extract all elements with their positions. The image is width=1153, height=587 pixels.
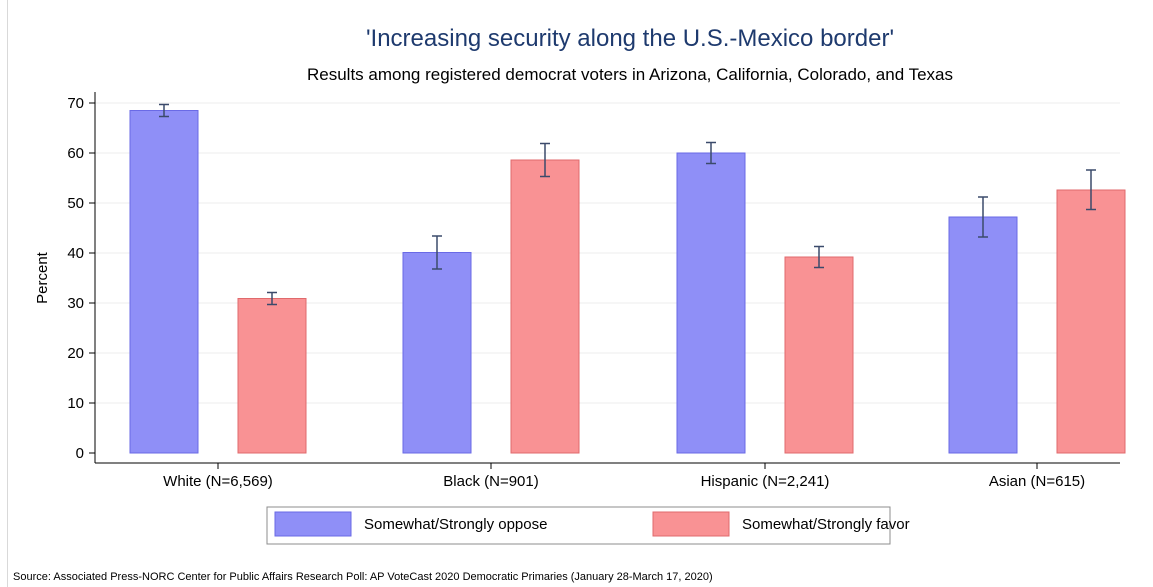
chart-subtitle: Results among registered democrat voters… [307,65,953,84]
y-tick-label: 30 [67,295,84,312]
bar-favor [237,298,307,454]
y-tick-label: 10 [67,395,84,412]
y-tick-label: 40 [67,245,84,262]
legend-box [266,506,891,545]
bar-oppose [676,152,746,454]
legend: Somewhat/Strongly oppose Somewhat/Strong… [266,506,910,545]
y-tick-label: 60 [67,145,84,162]
bar-favor [510,159,580,454]
source-note: Source: Associated Press-NORC Center for… [13,571,713,583]
left-border-rule [7,0,8,587]
bars [129,103,1126,454]
y-tick-label: 50 [67,195,84,212]
bar-oppose [129,110,199,454]
x-tick-label: White (N=6,569) [163,473,273,490]
y-tick-label: 0 [76,445,84,462]
legend-label-oppose: Somewhat/Strongly oppose [364,516,547,533]
bar-oppose [402,252,472,454]
x-tick-label: Hispanic (N=2,241) [701,473,830,490]
y-axis-title: Percent [34,251,51,304]
x-tick-label: Black (N=901) [443,473,538,490]
bar-oppose [948,216,1018,454]
legend-swatch-oppose [274,511,352,537]
legend-label-favor: Somewhat/Strongly favor [742,516,910,533]
y-tick-label: 70 [67,95,84,112]
axes: 0 10 20 30 40 50 60 70 White (N=6,569) Black (N=9… [67,92,1120,490]
bar-favor [1056,189,1126,454]
legend-swatch-favor [652,511,730,537]
chart-title: 'Increasing security along the U.S.-Mexi… [366,25,894,52]
x-tick-label: Asian (N=615) [989,473,1085,490]
bar-favor [784,256,854,454]
y-tick-label: 20 [67,345,84,362]
